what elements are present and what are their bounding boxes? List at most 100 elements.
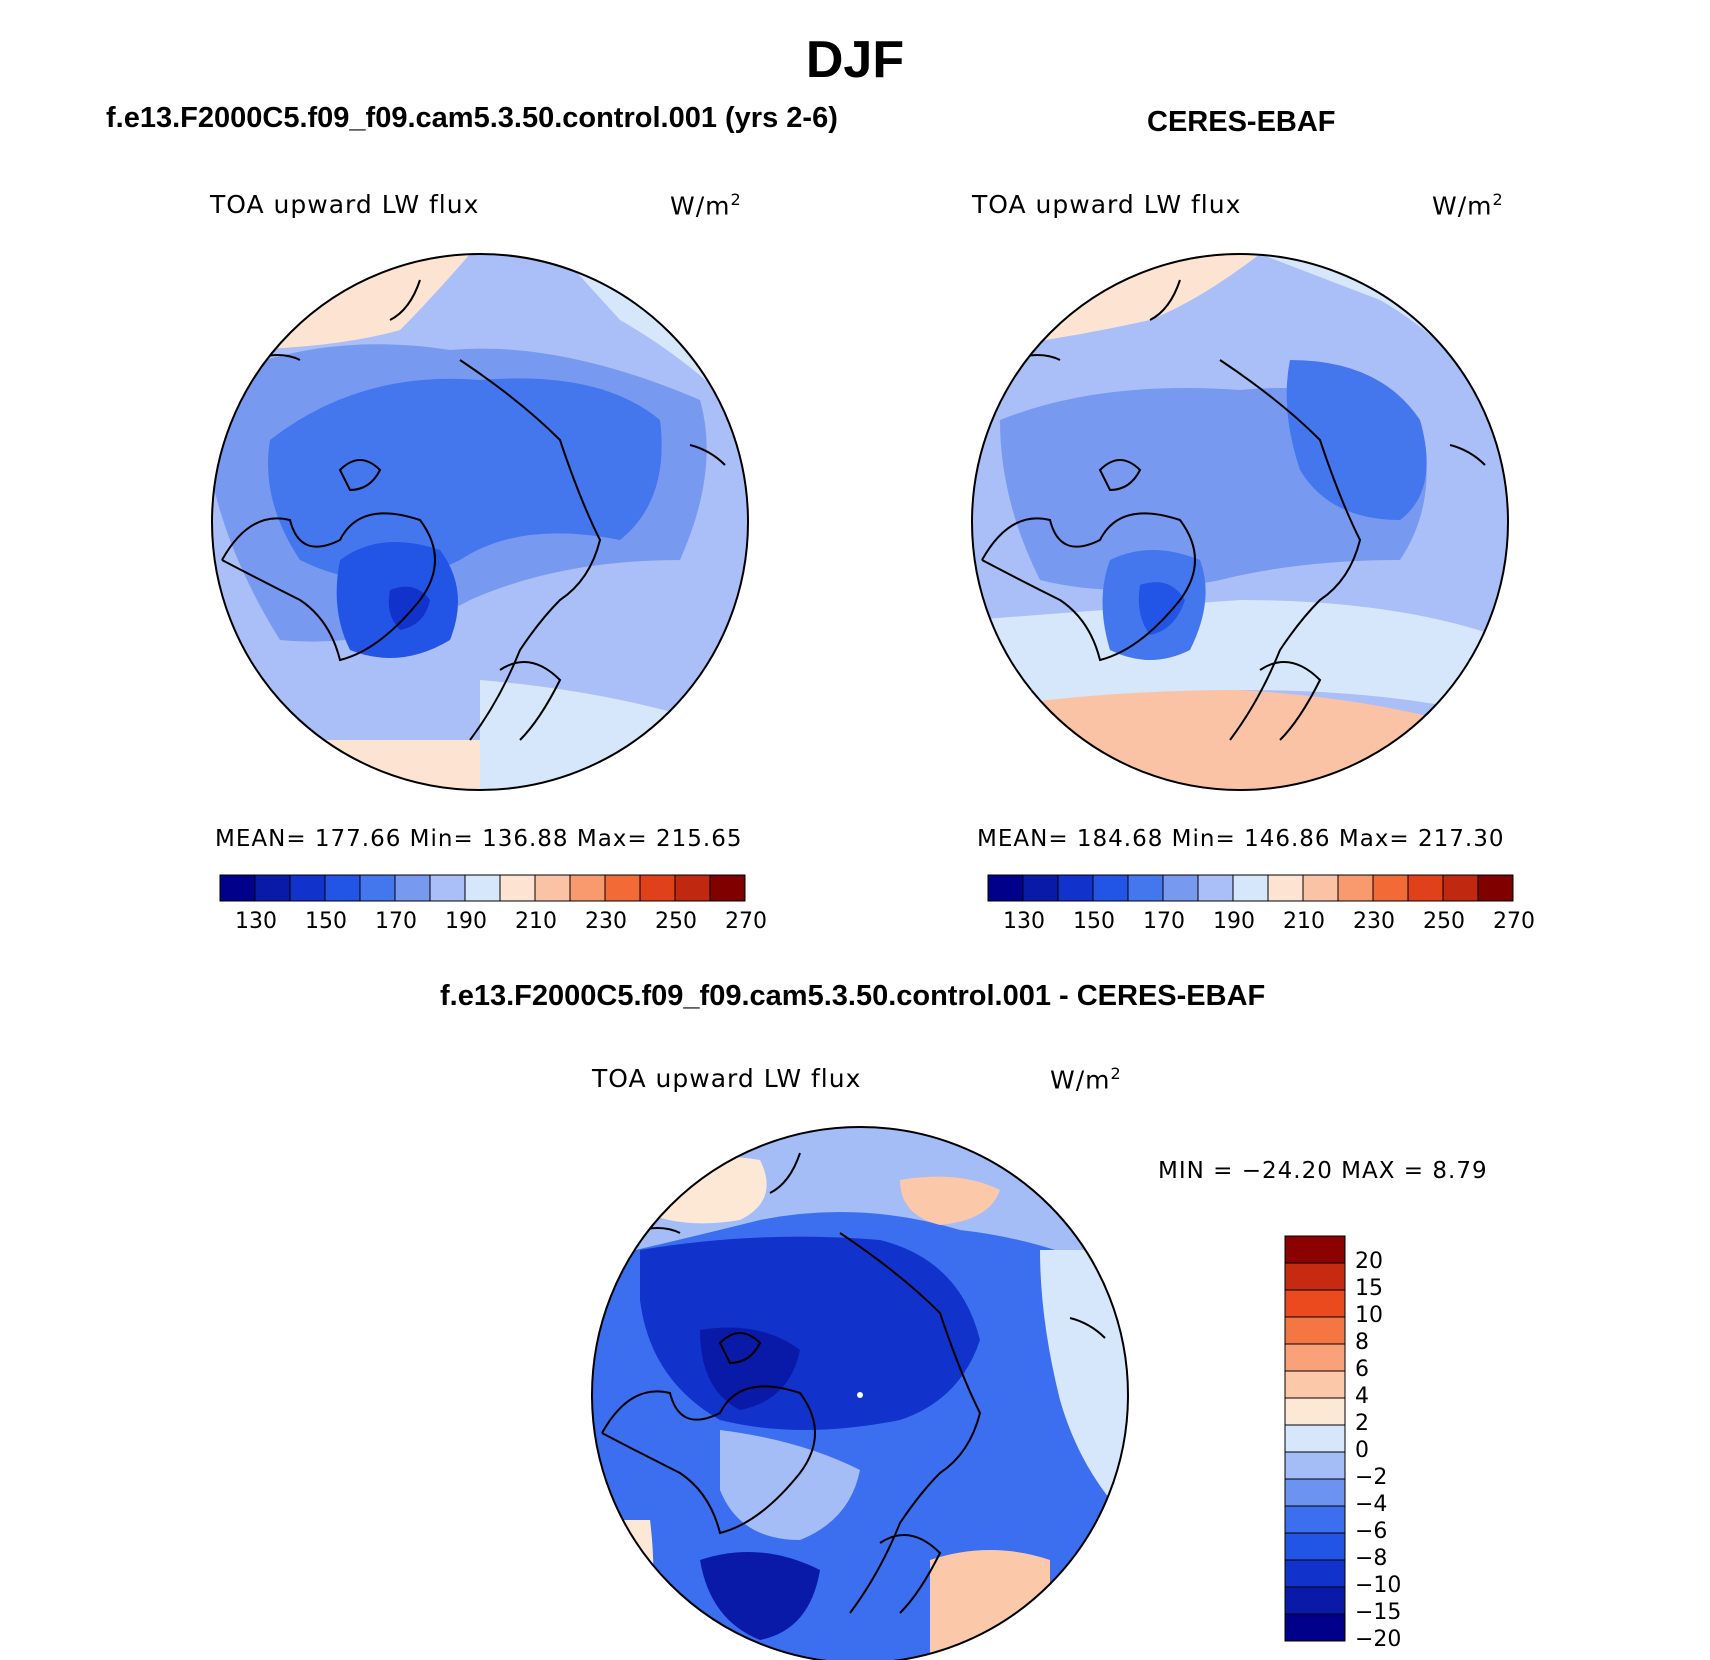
bottom-case-title: f.e13.F2000C5.f09_f09.cam5.3.50.control.… bbox=[440, 980, 1266, 1012]
top-right-coastlines bbox=[981, 279, 1486, 741]
colorbar-tick-label: 190 bbox=[445, 909, 487, 934]
colorbar-tick-label: 0 bbox=[1355, 1438, 1369, 1463]
colorbar-tick-label: 130 bbox=[235, 909, 277, 934]
top-left-colorbar bbox=[219, 874, 746, 902]
colorbar-swatch bbox=[1022, 874, 1059, 902]
colorbar-swatch bbox=[464, 874, 501, 902]
colorbar-tick-label: 150 bbox=[305, 909, 347, 934]
colorbar-swatch bbox=[1162, 874, 1199, 902]
colorbar-tick-label: −10 bbox=[1355, 1573, 1402, 1598]
top-right-stats: MEAN= 184.68 Min= 146.86 Max= 217.30 bbox=[977, 826, 1505, 852]
colorbar-swatch bbox=[1284, 1505, 1346, 1534]
colorbar-tick-label: −6 bbox=[1355, 1519, 1388, 1544]
top-right-variable-label: TOA upward LW flux bbox=[972, 190, 1242, 219]
colorbar-swatch bbox=[1284, 1397, 1346, 1426]
colorbar-swatch bbox=[1057, 874, 1094, 902]
pole-marker bbox=[857, 1392, 863, 1398]
colorbar-swatch bbox=[569, 874, 606, 902]
colorbar-swatch bbox=[1284, 1235, 1346, 1264]
colorbar-tick-label: −15 bbox=[1355, 1600, 1402, 1625]
colorbar-tick-label: 10 bbox=[1355, 1303, 1383, 1328]
map-field bbox=[1040, 1250, 1128, 1520]
colorbar-tick-label: −2 bbox=[1355, 1465, 1388, 1490]
colorbar-swatch bbox=[604, 874, 641, 902]
colorbar-swatch bbox=[1477, 874, 1514, 902]
colorbar-swatch bbox=[987, 874, 1024, 902]
colorbar-swatch bbox=[1407, 874, 1444, 902]
map-field bbox=[388, 586, 430, 630]
colorbar-swatch bbox=[709, 874, 746, 902]
colorbar-tick-label: −8 bbox=[1355, 1546, 1388, 1571]
colorbar-swatch bbox=[1284, 1613, 1346, 1642]
colorbar-tick-label: 190 bbox=[1213, 909, 1255, 934]
map-field bbox=[268, 378, 662, 580]
colorbar-swatch bbox=[499, 874, 536, 902]
colorbar-tick-label: 4 bbox=[1355, 1384, 1369, 1409]
colorbar-swatch bbox=[429, 874, 466, 902]
colorbar-tick-label: 250 bbox=[1423, 909, 1465, 934]
colorbar-tick-label: 6 bbox=[1355, 1357, 1369, 1382]
colorbar-tick-label: 2 bbox=[1355, 1411, 1369, 1436]
top-right-colorbar bbox=[987, 874, 1514, 902]
top-left-coastlines bbox=[221, 279, 726, 741]
colorbar-tick-label: 210 bbox=[515, 909, 557, 934]
colorbar-swatch bbox=[1284, 1424, 1346, 1453]
top-right-map-border bbox=[971, 253, 1509, 791]
top-left-map-border bbox=[211, 253, 749, 791]
colorbar-swatch bbox=[1284, 1343, 1346, 1372]
figure-title: DJF bbox=[805, 31, 905, 89]
top-left-variable-label: TOA upward LW flux bbox=[210, 190, 480, 219]
colorbar-tick-label: 270 bbox=[725, 909, 767, 934]
map-field bbox=[700, 1552, 820, 1640]
colorbar-tick-label: 170 bbox=[1143, 909, 1185, 934]
map-field bbox=[700, 1327, 800, 1410]
colorbar-tick-label: 230 bbox=[1353, 909, 1395, 934]
colorbar-swatch bbox=[324, 874, 361, 902]
colorbar-swatch bbox=[1442, 874, 1479, 902]
colorbar-swatch bbox=[1284, 1370, 1346, 1399]
colorbar-swatch bbox=[674, 874, 711, 902]
colorbar-swatch bbox=[1284, 1316, 1346, 1345]
colorbar-swatch bbox=[1092, 874, 1129, 902]
colorbar-swatch bbox=[1267, 874, 1304, 902]
colorbar-tick-label: −4 bbox=[1355, 1492, 1388, 1517]
top-right-units-label: W/m2 bbox=[1432, 190, 1504, 221]
colorbar-swatch bbox=[1372, 874, 1409, 902]
colorbar-swatch bbox=[1302, 874, 1339, 902]
colorbar-swatch bbox=[1284, 1559, 1346, 1588]
colorbar-swatch bbox=[1337, 874, 1374, 902]
map-field bbox=[1286, 360, 1427, 520]
bottom-minmax: MIN = −24.20 MAX = 8.79 bbox=[1158, 1158, 1488, 1184]
map-field bbox=[930, 1550, 1050, 1660]
top-right-case-title: CERES-EBAF bbox=[1147, 106, 1336, 138]
bottom-coastlines bbox=[601, 1152, 1106, 1614]
colorbar-swatch bbox=[289, 874, 326, 902]
bottom-variable-label: TOA upward LW flux bbox=[592, 1064, 862, 1093]
colorbar-tick-label: 210 bbox=[1283, 909, 1325, 934]
colorbar-swatch bbox=[1232, 874, 1269, 902]
top-right-map bbox=[972, 254, 1508, 790]
colorbar-tick-label: 230 bbox=[585, 909, 627, 934]
bottom-colorbar bbox=[1284, 1235, 1346, 1642]
map-field bbox=[640, 1156, 767, 1224]
top-left-stats: MEAN= 177.66 Min= 136.88 Max= 215.65 bbox=[215, 826, 743, 852]
colorbar-swatch bbox=[394, 874, 431, 902]
colorbar-swatch bbox=[219, 874, 256, 902]
colorbar-swatch bbox=[254, 874, 291, 902]
colorbar-tick-label: 170 bbox=[375, 909, 417, 934]
colorbar-swatch bbox=[639, 874, 676, 902]
colorbar-swatch bbox=[359, 874, 396, 902]
top-left-map bbox=[212, 254, 748, 790]
map-field bbox=[592, 1520, 654, 1660]
top-left-case-title: f.e13.F2000C5.f09_f09.cam5.3.50.control.… bbox=[106, 102, 838, 134]
colorbar-swatch bbox=[534, 874, 571, 902]
colorbar-swatch bbox=[1284, 1262, 1346, 1291]
colorbar-swatch bbox=[1127, 874, 1164, 902]
colorbar-swatch bbox=[1197, 874, 1234, 902]
colorbar-tick-label: 270 bbox=[1493, 909, 1535, 934]
colorbar-tick-label: 20 bbox=[1355, 1249, 1383, 1274]
map-field bbox=[900, 1176, 1000, 1225]
colorbar-swatch bbox=[1284, 1586, 1346, 1615]
colorbar-swatch bbox=[1284, 1451, 1346, 1480]
